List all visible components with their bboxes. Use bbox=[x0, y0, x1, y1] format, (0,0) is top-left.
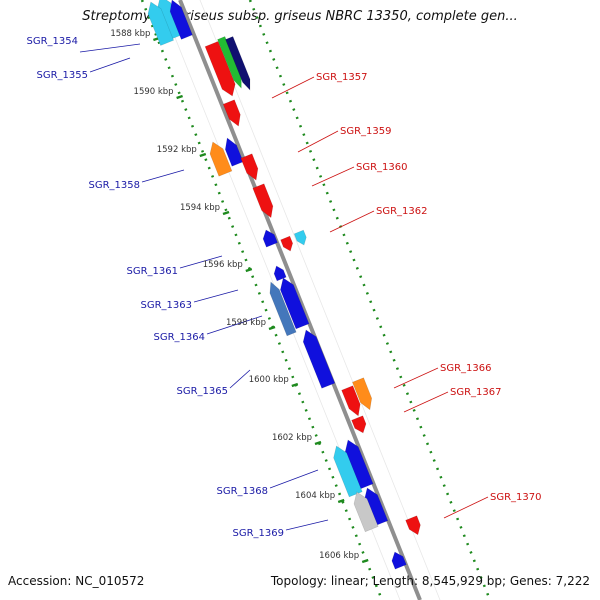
scale-dots-layer bbox=[140, 0, 492, 600]
right-leader-line bbox=[403, 391, 449, 413]
gene-sgr-1361-small[interactable] bbox=[273, 265, 287, 282]
right-gene-label[interactable]: SGR_1362 bbox=[376, 206, 428, 217]
right-gene-label[interactable]: SGR_1360 bbox=[356, 162, 408, 173]
label-layer: 1588 kbp 1590 kbp 1592 kbp 1594 kbp 1596 kbp… bbox=[27, 29, 542, 561]
scale-tick bbox=[314, 440, 322, 446]
gene-sgr-1369[interactable] bbox=[353, 491, 379, 533]
right-leader-line bbox=[297, 130, 339, 153]
gene-sgr-1360b[interactable] bbox=[252, 183, 274, 219]
left-gene-label[interactable]: SGR_1364 bbox=[154, 332, 206, 343]
gene-sgr-1368[interactable] bbox=[333, 445, 363, 498]
gene-sgr-1366-red[interactable] bbox=[341, 385, 361, 417]
track-guide-line bbox=[199, 0, 441, 600]
left-leader-line bbox=[179, 255, 223, 269]
left-leader-line bbox=[89, 57, 131, 73]
scale-tick-label: 1602 kbp bbox=[272, 433, 312, 443]
left-leader-line bbox=[269, 469, 319, 489]
scale-tick bbox=[222, 210, 230, 216]
scale-tick-label: 1592 kbp bbox=[157, 145, 197, 155]
gene-sgr-1358[interactable] bbox=[209, 141, 233, 177]
right-leader-line bbox=[311, 166, 355, 187]
scale-tick-label: 1590 kbp bbox=[134, 87, 174, 97]
left-leader-line bbox=[193, 289, 239, 303]
scale-tick-label: 1594 kbp bbox=[180, 203, 220, 213]
right-gene-label[interactable]: SGR_1357 bbox=[316, 72, 368, 83]
gene-sgr-1363[interactable] bbox=[280, 277, 310, 330]
right-leader-line bbox=[393, 367, 439, 389]
right-gene-label[interactable]: SGR_1366 bbox=[440, 363, 492, 374]
chromosome-backbone bbox=[178, 0, 422, 600]
scale-tick bbox=[361, 558, 369, 564]
left-leader-line bbox=[206, 315, 263, 335]
gene-sgr-1360[interactable] bbox=[240, 153, 259, 181]
right-gene-label[interactable]: SGR_1367 bbox=[450, 387, 502, 398]
left-leader-line bbox=[141, 169, 185, 183]
gene-layer bbox=[147, 0, 421, 570]
gene-sgr-1359[interactable] bbox=[222, 99, 241, 127]
gene-sgr-1355[interactable] bbox=[147, 1, 174, 46]
left-gene-label[interactable]: SGR_1368 bbox=[217, 486, 269, 497]
gene-sgr-1362-red[interactable] bbox=[280, 235, 294, 252]
left-gene-label[interactable]: SGR_1361 bbox=[127, 266, 179, 277]
gene-sgr-1366[interactable] bbox=[352, 377, 373, 411]
left-leader-line bbox=[79, 43, 141, 53]
gene-sgr-1354-blue[interactable] bbox=[169, 0, 193, 40]
gene-sgr-1357-red[interactable] bbox=[204, 41, 236, 97]
right-leader-line bbox=[271, 76, 315, 99]
gene-sgr-1361[interactable] bbox=[262, 229, 278, 248]
genome-summary-text: Topology: linear; Length: 8,545,929 bp; … bbox=[270, 574, 590, 588]
leader-lines-layer bbox=[79, 43, 489, 531]
scale-tick-label: 1598 kbp bbox=[226, 318, 266, 328]
left-gene-label[interactable]: SGR_1355 bbox=[37, 70, 89, 81]
scale-tick-label: 1604 kbp bbox=[295, 491, 335, 501]
left-leader-line bbox=[285, 519, 329, 531]
scale-tick-label: 1606 kbp bbox=[319, 551, 359, 561]
gene-sgr-1357[interactable] bbox=[225, 36, 251, 91]
right-gene-label[interactable]: SGR_1370 bbox=[490, 492, 542, 503]
gene-sgr-1370[interactable] bbox=[405, 515, 421, 536]
left-gene-label[interactable]: SGR_1354 bbox=[27, 36, 79, 47]
gene-sgr-1367[interactable] bbox=[351, 415, 367, 434]
gene-sgr-1365[interactable] bbox=[302, 329, 336, 389]
scale-tick bbox=[337, 498, 345, 504]
scale-tick bbox=[268, 325, 276, 331]
right-leader-line bbox=[443, 496, 489, 519]
scale-tick bbox=[176, 94, 183, 100]
left-gene-label[interactable]: SGR_1358 bbox=[89, 180, 141, 191]
left-gene-label[interactable]: SGR_1365 bbox=[177, 386, 229, 397]
accession-text: Accession: NC_010572 bbox=[8, 574, 145, 588]
right-gene-label[interactable]: SGR_1359 bbox=[340, 126, 392, 137]
backbone-layer bbox=[178, 0, 422, 600]
gene-sgr-1362[interactable] bbox=[293, 229, 307, 246]
right-leader-line bbox=[329, 210, 375, 233]
scale-tick bbox=[291, 382, 299, 388]
scale-tick bbox=[245, 267, 253, 273]
gene-sgr-1358-blue[interactable] bbox=[224, 137, 244, 167]
scale-tick-label: 1596 kbp bbox=[203, 260, 243, 270]
gene-sgr-1364[interactable] bbox=[269, 281, 297, 337]
scale-tick bbox=[199, 152, 207, 158]
scale-tick-label: 1588 kbp bbox=[110, 29, 150, 39]
left-leader-line bbox=[229, 369, 251, 389]
genome-title: Streptomyces griseus subsp. griseus NBRC… bbox=[82, 9, 518, 24]
gene-sgr-1371[interactable] bbox=[391, 551, 407, 570]
left-gene-label[interactable]: SGR_1363 bbox=[141, 300, 193, 311]
scale-tick-label: 1600 kbp bbox=[249, 375, 289, 385]
gene-sgr-1357-green[interactable] bbox=[217, 36, 242, 89]
left-gene-label[interactable]: SGR_1369 bbox=[233, 528, 285, 539]
